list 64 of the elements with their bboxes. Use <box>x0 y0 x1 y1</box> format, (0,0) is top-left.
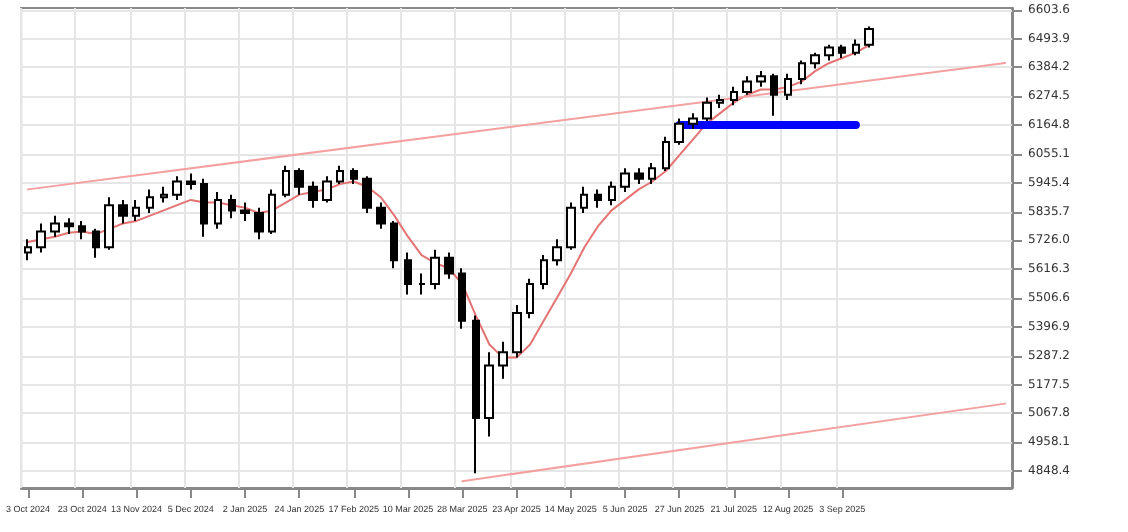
candlestick <box>864 25 874 49</box>
candlestick <box>254 206 264 241</box>
candlestick <box>566 201 576 251</box>
candlestick <box>160 185 168 204</box>
candlestick <box>214 191 222 230</box>
candlestick <box>458 267 466 330</box>
candlestick <box>104 196 114 251</box>
candlestick <box>362 175 372 215</box>
candlestick <box>50 214 60 238</box>
candlestick <box>742 75 752 96</box>
candlestick <box>838 43 846 59</box>
candlestick <box>498 340 508 380</box>
candlestick <box>118 198 128 225</box>
candlestick <box>200 177 208 238</box>
candlestick <box>810 51 820 70</box>
candlestick <box>308 180 318 209</box>
candlestick <box>770 72 778 117</box>
candlestick <box>484 351 494 438</box>
candlestick <box>172 175 182 201</box>
candlestick <box>294 167 304 196</box>
candlestick <box>78 219 86 241</box>
line-series <box>26 43 871 359</box>
candlestick <box>186 172 196 191</box>
candlestick <box>146 188 154 215</box>
candlestick <box>472 314 480 475</box>
candlestick <box>756 70 766 88</box>
candlestick <box>688 112 698 130</box>
candlestick <box>552 238 562 267</box>
candlestick <box>526 277 534 320</box>
candlestick <box>322 175 332 204</box>
candlestick <box>594 188 602 209</box>
candlestick <box>824 43 834 62</box>
candlestick <box>662 135 670 172</box>
candlestick <box>282 164 290 199</box>
candlestick <box>730 85 738 107</box>
candlestick <box>444 251 454 280</box>
candlestick <box>608 180 616 207</box>
candlestick <box>336 164 344 186</box>
candlestick <box>540 254 548 291</box>
candlestick <box>430 248 440 291</box>
candlestick <box>268 188 276 236</box>
candlestick <box>228 193 236 220</box>
candlestick <box>36 222 46 254</box>
candlestick <box>634 167 644 186</box>
candlestick <box>580 185 588 215</box>
candlestick <box>418 272 426 296</box>
candlestick <box>404 251 412 296</box>
candlestick <box>620 167 630 194</box>
candlestick <box>784 72 792 101</box>
candlestick <box>240 201 250 222</box>
candlestick <box>24 238 32 262</box>
candlestick <box>852 38 860 57</box>
candlestick <box>512 304 522 359</box>
candlestick <box>716 93 724 109</box>
candlestick <box>798 59 806 86</box>
candlestick <box>376 201 386 230</box>
candlestick <box>702 96 712 123</box>
candlestick <box>132 198 140 222</box>
candlestick <box>92 227 100 259</box>
candlestick <box>350 167 358 186</box>
candlestick <box>64 217 74 236</box>
candlestick <box>390 219 398 270</box>
candlestick <box>648 162 656 186</box>
candlestick <box>674 117 684 146</box>
